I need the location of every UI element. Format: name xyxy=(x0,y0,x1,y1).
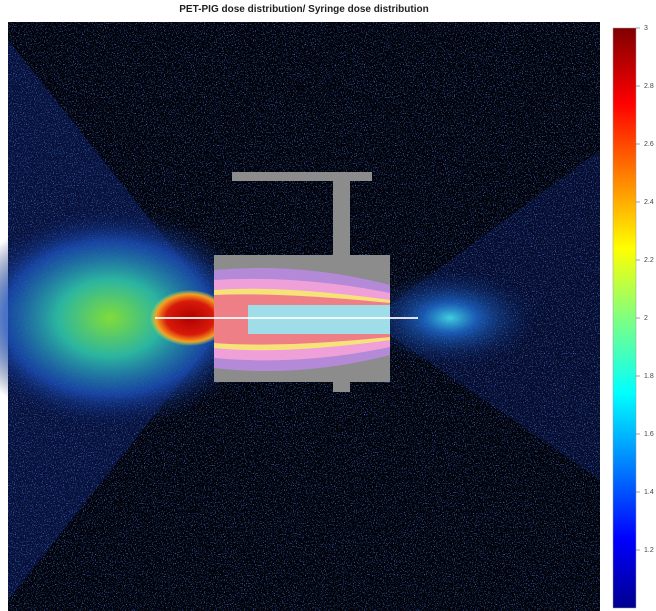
chart-title: PET-PIG dose distribution/ Syringe dose … xyxy=(179,4,428,15)
colorbar-tick-label: 2.8 xyxy=(644,83,654,90)
chart: PET-PIG dose distribution/ Syringe dose … xyxy=(0,0,656,611)
colorbar xyxy=(613,28,636,608)
colorbar-tick-label: 1.8 xyxy=(644,373,654,380)
colorbar-tick-label: 1.6 xyxy=(644,431,654,438)
colorbar-tick-label: 2.4 xyxy=(644,199,654,206)
colorbar-tick-label: 2 xyxy=(644,315,648,322)
colorbar-tick-label: 1.2 xyxy=(644,547,654,554)
colorbar-tick-label: 2.6 xyxy=(644,141,654,148)
colorbar-tick-label: 1.4 xyxy=(644,489,654,496)
heatmap-image xyxy=(0,22,600,611)
page: {"chart_data": {"type": "heatmap", "titl… xyxy=(0,0,656,611)
colorbar-tick-label: 3 xyxy=(644,25,648,32)
colorbar-tick-label: 2.2 xyxy=(644,257,654,264)
